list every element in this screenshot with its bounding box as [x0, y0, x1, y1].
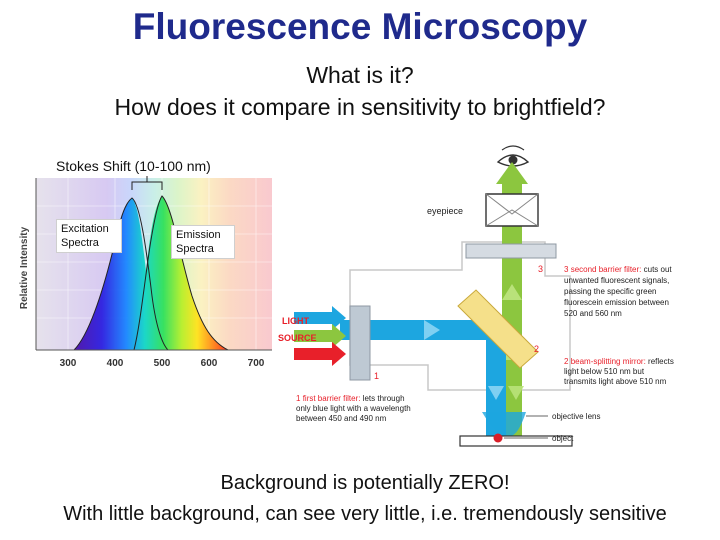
- svg-text:1 first barrier filter: lets t: 1 first barrier filter: lets through: [296, 394, 405, 403]
- second-barrier-filter-caption: 3 second barrier filter: cuts out unwant…: [564, 265, 672, 318]
- light-source-arrows: [294, 306, 346, 366]
- excitation-spectra-label: Excitation Spectra: [56, 219, 122, 253]
- x-tick-400: 400: [107, 358, 124, 369]
- svg-text:only blue light with a wavelen: only blue light with a wavelength: [296, 404, 411, 413]
- eye-icon: [496, 145, 530, 167]
- microscope-housing: [349, 241, 571, 391]
- light-source-label-2: SOURCE: [278, 333, 317, 343]
- spectra-figure: Relative Intensity 300 400 500 600 700: [19, 176, 272, 369]
- second-barrier-filter: [465, 243, 557, 259]
- svg-text:transmits light above 510 nm: transmits light above 510 nm: [564, 377, 667, 386]
- spectra-fill: [74, 196, 228, 350]
- objective-lens-label: objective lens: [552, 412, 600, 421]
- first-barrier-filter-caption: 1 first barrier filter: lets through onl…: [296, 394, 411, 423]
- slide-title: Fluorescence Microscopy: [132, 6, 588, 47]
- svg-text:between 450 and 490 nm: between 450 and 490 nm: [296, 414, 387, 423]
- first-barrier-filter: [349, 305, 371, 381]
- svg-text:520 and 560 nm: 520 and 560 nm: [564, 309, 622, 318]
- excitation-curve: [73, 197, 169, 351]
- svg-text:3 second barrier filter: cuts: 3 second barrier filter: cuts out: [564, 265, 672, 274]
- svg-text:light below 510 nm but: light below 510 nm but: [564, 367, 645, 376]
- emission-spectra-label: Emission Spectra: [171, 225, 235, 259]
- svg-text:fluorescein emission between: fluorescein emission between: [564, 298, 669, 307]
- object-specimen: [493, 433, 503, 443]
- conclusion-line-1: Background is potentially ZERO!: [220, 472, 510, 494]
- microscope-scheme: eyepiece LIGHT SOURCE 1 2 3 1 first barr…: [278, 145, 674, 447]
- x-tick-300: 300: [60, 358, 77, 369]
- emission-curve: [133, 195, 229, 351]
- svg-text:2 beam-splitting mirror: refle: 2 beam-splitting mirror: reflects: [564, 357, 674, 366]
- x-tick-500: 500: [154, 358, 171, 369]
- marker-3: 3: [538, 264, 543, 274]
- stokes-shift-label: Stokes Shift (10-100 nm): [56, 158, 211, 174]
- svg-text:unwanted fluorescent signals,: unwanted fluorescent signals,: [564, 276, 669, 285]
- beam-splitting-mirror: [457, 289, 539, 369]
- eyepiece-label: eyepiece: [427, 206, 463, 216]
- object-label: object: [552, 434, 574, 443]
- object-slide: [459, 435, 573, 447]
- marker-1: 1: [374, 371, 379, 381]
- svg-text:passing the specific green: passing the specific green: [564, 287, 657, 296]
- light-source-label-1: LIGHT: [282, 316, 309, 326]
- conclusion-line-2: With little background, can see very lit…: [63, 503, 667, 525]
- x-tick-600: 600: [201, 358, 218, 369]
- objective-lens-shape: [482, 412, 526, 436]
- subtitle-sensitivity-question: How does it compare in sensitivity to br…: [114, 94, 606, 120]
- mirror-caption: 2 beam-splitting mirror: reflects light …: [564, 357, 674, 386]
- subtitle-what-is-it: What is it?: [306, 62, 414, 88]
- x-tick-700: 700: [248, 358, 265, 369]
- marker-2: 2: [534, 344, 539, 354]
- y-axis-label: Relative Intensity: [19, 226, 30, 309]
